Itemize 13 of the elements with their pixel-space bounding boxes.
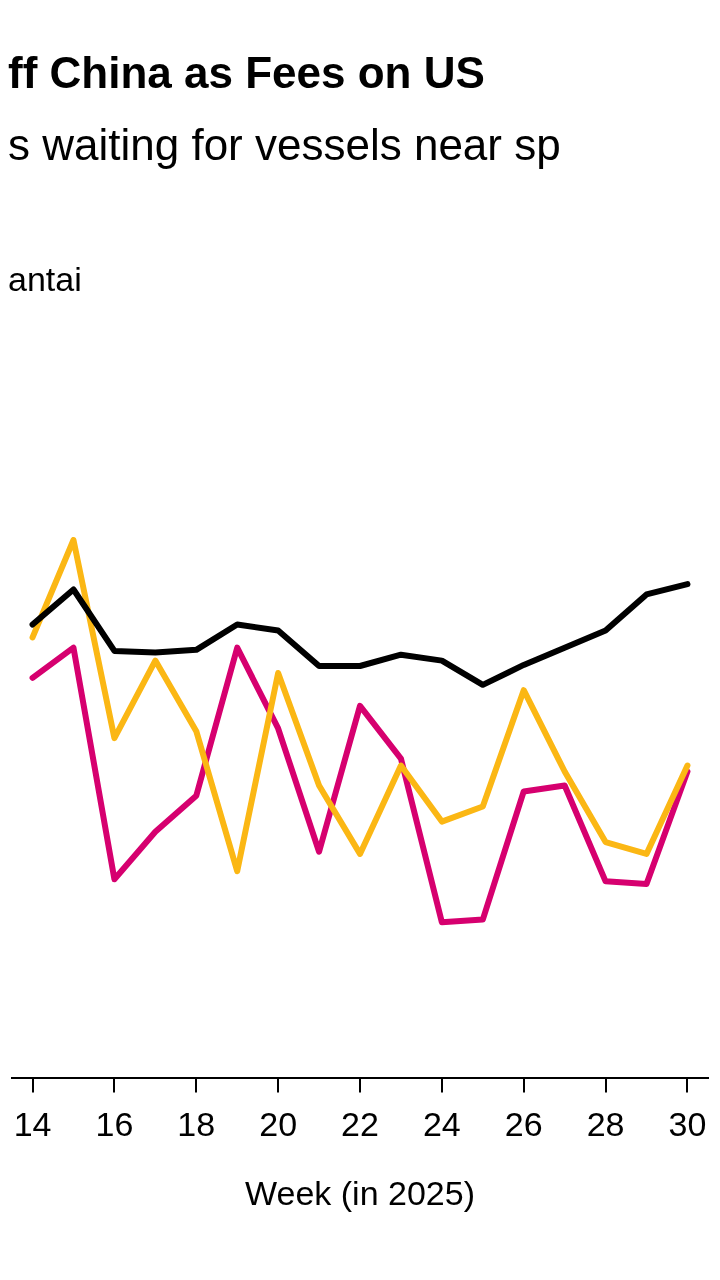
x-tick-label: 20: [259, 1105, 298, 1144]
x-axis-title: Week (in 2025): [245, 1173, 475, 1212]
x-tick-label: 22: [341, 1105, 379, 1144]
chart-title: ff China as Fees on US: [8, 48, 486, 98]
x-tick-label: 28: [586, 1105, 625, 1144]
x-tick-label: 30: [668, 1105, 707, 1144]
x-tick-label: 18: [177, 1105, 216, 1144]
x-tick-label: 14: [13, 1105, 52, 1144]
x-tick-label: 24: [422, 1105, 461, 1144]
text: antai: [8, 260, 83, 299]
x-tick-label: 26: [504, 1105, 543, 1144]
chart-subtitle: s waiting for vessels near sp: [8, 120, 562, 170]
x-tick-label: 16: [95, 1105, 134, 1144]
